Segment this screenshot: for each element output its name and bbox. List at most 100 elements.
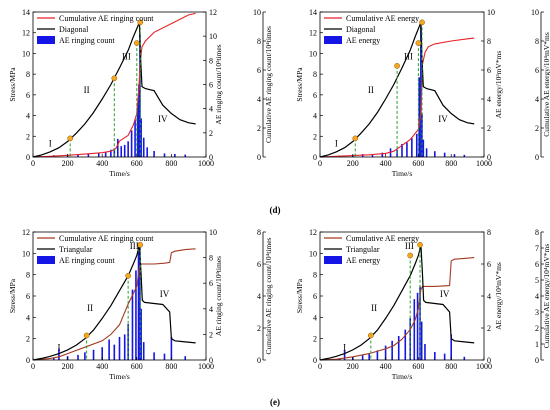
x-tick-label: 0 bbox=[318, 159, 322, 168]
y3-tick-label: 8 bbox=[535, 37, 539, 46]
y-tick-label: 8 bbox=[313, 271, 317, 280]
y2-axis-label: AE energy/10³mV*ms bbox=[494, 262, 503, 330]
stage-label: III bbox=[404, 52, 413, 62]
cumulative-line bbox=[32, 248, 196, 361]
stress-line bbox=[319, 22, 475, 158]
stage-label: I bbox=[343, 342, 346, 352]
y2-tick-label: 2 bbox=[209, 129, 213, 138]
stage-point bbox=[419, 19, 425, 26]
x-axis-label: Time/s bbox=[109, 169, 130, 178]
stress-line bbox=[319, 244, 475, 361]
x-tick-label: 800 bbox=[165, 362, 177, 371]
stage-point bbox=[415, 40, 422, 46]
y-tick-label: 10 bbox=[22, 249, 30, 258]
y-tick-label: 4 bbox=[26, 112, 30, 121]
y2-tick-label: 10 bbox=[209, 32, 217, 41]
y-tick-label: 10 bbox=[309, 249, 317, 258]
x-tick-label: 200 bbox=[347, 362, 359, 371]
x-tick-label: 600 bbox=[131, 159, 143, 168]
stage-point bbox=[394, 63, 400, 69]
y3-axis-label: Cumulative AE energy/10⁴mV*ms bbox=[542, 32, 550, 137]
x-tick-label: 200 bbox=[62, 362, 74, 371]
stage-label: II bbox=[371, 303, 377, 313]
y-tick-label: 4 bbox=[26, 313, 30, 322]
y2-tick-label: 4 bbox=[209, 105, 213, 114]
y3-tick-label: 10 bbox=[531, 8, 539, 17]
stage-label: IV bbox=[440, 289, 450, 299]
x-tick-label: 600 bbox=[131, 362, 143, 371]
stage-label: II bbox=[84, 85, 90, 95]
y-tick-label: 12 bbox=[309, 228, 317, 237]
x-tick-label: 400 bbox=[380, 159, 392, 168]
legend-label-stress: Diagonal bbox=[346, 25, 376, 34]
legend-label-bar: AE ringing count bbox=[59, 256, 115, 265]
y2-axis-label: AE ringing count/10³times bbox=[214, 44, 223, 124]
panel-label-d: (d) bbox=[270, 205, 281, 215]
stage-point bbox=[367, 332, 374, 339]
y-tick-label: 8 bbox=[313, 70, 317, 79]
y-tick-label: 10 bbox=[22, 49, 30, 58]
y3-tick-label: 4 bbox=[535, 95, 539, 104]
stage-label: III bbox=[122, 52, 131, 62]
legend-swatch-bar bbox=[324, 36, 342, 44]
stage-label: III bbox=[405, 241, 414, 251]
y3-tick-label: 4 bbox=[257, 292, 261, 301]
x-tick-label: 1000 bbox=[476, 362, 492, 371]
y3-tick-label: 2 bbox=[535, 124, 539, 133]
y3-tick-label: 0 bbox=[257, 153, 261, 162]
stage-point bbox=[137, 19, 144, 26]
y3-tick-label: 6 bbox=[257, 260, 261, 269]
stage-label: II bbox=[368, 85, 374, 95]
y-tick-label: 14 bbox=[309, 8, 317, 17]
y3-tick-label: 6 bbox=[535, 66, 539, 75]
x-tick-label: 800 bbox=[445, 159, 457, 168]
y-tick-label: 0 bbox=[26, 153, 30, 162]
legend-label-cumulative: Cumulative AE energy bbox=[346, 234, 419, 243]
plot-frame bbox=[319, 11, 485, 158]
y-tick-label: 2 bbox=[26, 335, 30, 344]
legend-label-cumulative: Cumulative AE energy bbox=[346, 14, 419, 23]
y-tick-label: 6 bbox=[313, 292, 317, 301]
y2-tick-label: 6 bbox=[209, 81, 213, 90]
y-tick-label: 2 bbox=[313, 335, 317, 344]
y2-tick-label: 6 bbox=[209, 279, 213, 288]
y3-tick-label: 2 bbox=[257, 124, 261, 133]
stage-point bbox=[125, 272, 131, 279]
y2-tick-label: 2 bbox=[487, 324, 491, 333]
x-tick-label: 200 bbox=[347, 159, 359, 168]
stage-point bbox=[417, 241, 423, 248]
stage-label: IV bbox=[160, 289, 170, 299]
x-tick-label: 800 bbox=[165, 159, 177, 168]
y3-tick-label: 10 bbox=[253, 8, 261, 17]
y-tick-label: 12 bbox=[22, 228, 30, 237]
y2-tick-label: 4 bbox=[487, 95, 491, 104]
y-axis-label: Stress/MPa bbox=[8, 67, 17, 102]
stress-line bbox=[32, 244, 196, 361]
y2-tick-label: 8 bbox=[487, 37, 491, 46]
legend-label-bar: AE ringing count bbox=[59, 36, 115, 45]
y-axis-label: Stress/MPa bbox=[295, 278, 304, 313]
y2-tick-label: 0 bbox=[487, 356, 491, 365]
y-tick-label: 0 bbox=[313, 153, 317, 162]
y-tick-label: 12 bbox=[22, 29, 30, 38]
y3-tick-label: 0 bbox=[535, 356, 539, 365]
x-tick-label: 0 bbox=[31, 159, 35, 168]
y-tick-label: 14 bbox=[22, 8, 30, 17]
x-tick-label: 200 bbox=[62, 159, 74, 168]
y3-tick-label: 8 bbox=[535, 228, 539, 237]
y3-tick-label: 6 bbox=[535, 260, 539, 269]
x-tick-label: 400 bbox=[96, 159, 108, 168]
stage-label: I bbox=[49, 139, 52, 149]
y2-tick-label: 6 bbox=[487, 66, 491, 75]
y-tick-label: 12 bbox=[309, 29, 317, 38]
y-axis-label: Stress/MPa bbox=[295, 67, 304, 102]
legend-swatch-bar bbox=[37, 36, 55, 44]
y3-axis-label: Cumulative AE ringing count/10⁴times bbox=[264, 237, 273, 354]
y-tick-label: 8 bbox=[26, 70, 30, 79]
y2-tick-label: 6 bbox=[487, 260, 491, 269]
stage-point bbox=[352, 135, 359, 142]
y-tick-label: 0 bbox=[26, 356, 30, 365]
y2-tick-label: 0 bbox=[209, 153, 213, 162]
